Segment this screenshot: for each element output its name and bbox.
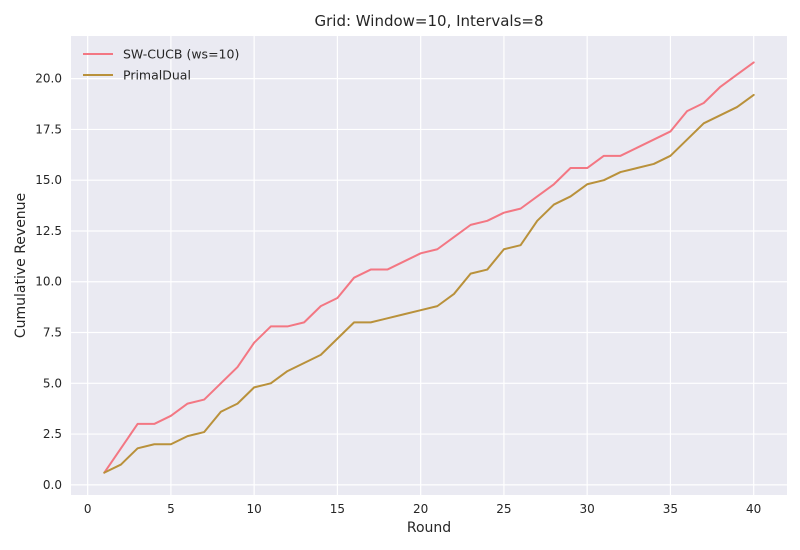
legend: SW-CUCB (ws=10) PrimalDual: [83, 47, 239, 83]
series-line-sw-cucb: [103, 61, 755, 474]
x-tick-label: 5: [167, 502, 175, 516]
legend-label-primaldual: PrimalDual: [123, 68, 191, 83]
x-tick-label: 30: [580, 502, 595, 516]
x-tick-label: 35: [663, 502, 678, 516]
series-line-primaldual: [103, 93, 755, 474]
grid: [71, 36, 787, 495]
y-axis-title: Cumulative Revenue: [13, 193, 29, 338]
legend-label-sw-cucb: SW-CUCB (ws=10): [123, 47, 239, 62]
y-tick-label: 12.5: [35, 224, 62, 238]
y-tick-label: 17.5: [35, 122, 62, 136]
x-axis-title: Round: [407, 520, 451, 536]
y-tick-label: 0.0: [43, 478, 62, 492]
y-tick-label: 7.5: [43, 326, 62, 340]
y-tick-label: 15.0: [35, 173, 62, 187]
x-tick-label: 10: [247, 502, 262, 516]
chart-title: Grid: Window=10, Intervals=8: [314, 12, 543, 30]
x-tick-label: 15: [330, 502, 345, 516]
x-tick-label: 0: [84, 502, 92, 516]
x-tick-label: 20: [413, 502, 428, 516]
x-tick-label: 25: [496, 502, 511, 516]
y-tick-label: 10.0: [35, 275, 62, 289]
series-lines: [103, 61, 755, 474]
plot-area: [71, 36, 787, 495]
y-tick-label: 5.0: [43, 376, 62, 390]
x-tick-label: 40: [746, 502, 761, 516]
tick-labels: 0 5 10 15 20 25 30 35 40 0.0 2.5 5.0 7.5 10.0 12.5 15.0…: [35, 72, 761, 516]
y-tick-label: 20.0: [35, 72, 62, 86]
y-tick-label: 2.5: [43, 427, 62, 441]
